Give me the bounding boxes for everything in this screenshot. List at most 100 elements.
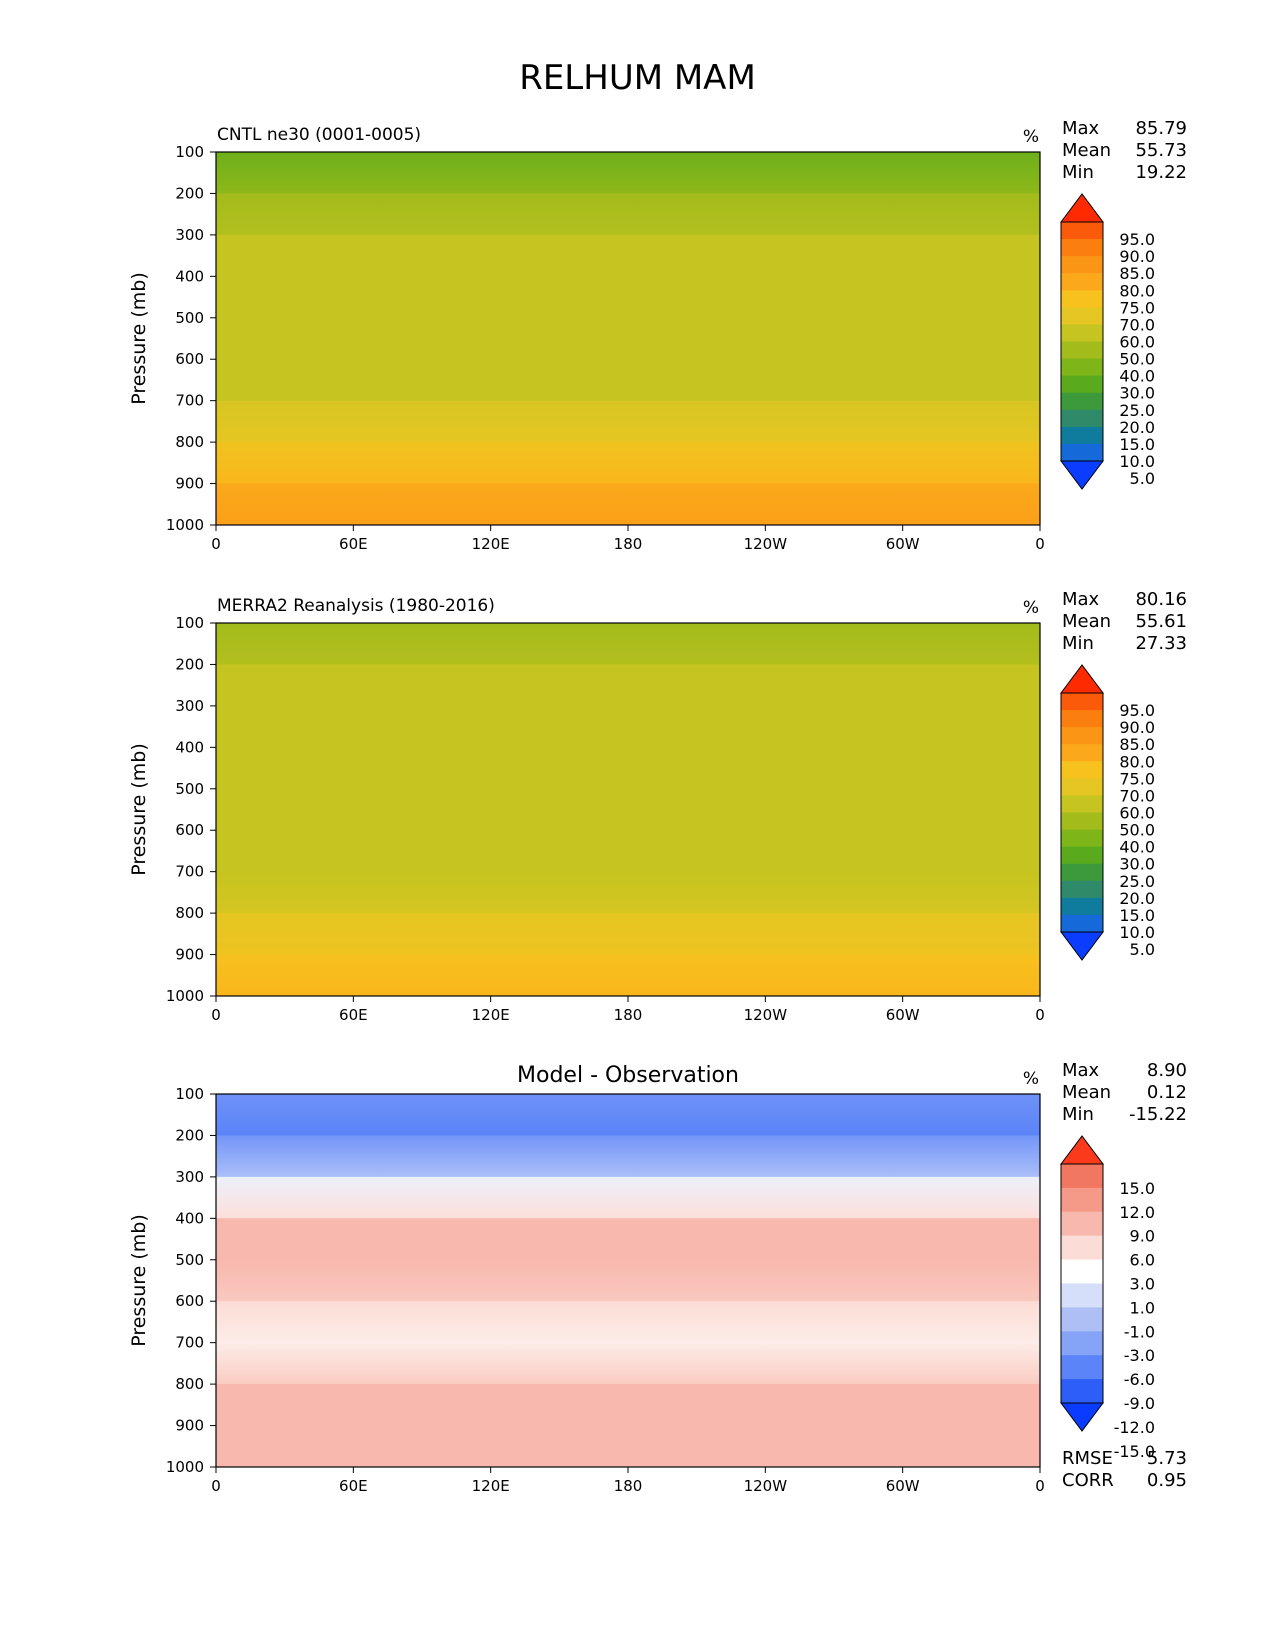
stat-label: Mean (1062, 140, 1111, 161)
colorbar-label: 15.0 (1119, 435, 1155, 454)
figure-title: RELHUM MAM (519, 58, 756, 98)
y-tick-label: 600 (175, 1292, 204, 1310)
colorbar-label: -15.0 (1114, 1442, 1155, 1461)
y-tick-label: 500 (175, 780, 204, 798)
contour-band (216, 483, 1040, 525)
contour-band (216, 1342, 1040, 1385)
stat-value: 27.33 (1135, 633, 1187, 654)
contour-band (216, 747, 1040, 789)
contour-band (216, 1176, 1040, 1219)
colorbar-extend-min (1060, 1402, 1104, 1432)
colorbar-swatch (1061, 443, 1103, 462)
colorbar-label: 85.0 (1119, 735, 1155, 754)
x-tick-label: 0 (1035, 1477, 1045, 1495)
colorbar-swatch (1061, 358, 1103, 377)
stat-value: 85.79 (1135, 118, 1187, 139)
y-tick-label: 1000 (166, 1458, 204, 1476)
colorbar-swatch (1061, 727, 1103, 745)
colorbar-label: 20.0 (1119, 418, 1155, 437)
colorbar-label: 15.0 (1119, 1179, 1155, 1198)
x-tick-label: 60W (886, 1006, 920, 1024)
contour-band (216, 1135, 1040, 1177)
colorbar-swatch (1061, 710, 1103, 728)
panel-difference: 100 200 300 400 500 600 700 800 900 1000 0 60E 120E 1… (128, 1060, 1187, 1495)
x-tick-label: 120W (744, 1477, 788, 1495)
colorbar-label: 60.0 (1119, 333, 1155, 352)
colorbar-swatch (1061, 1211, 1103, 1237)
colorbar-swatch (1061, 897, 1103, 916)
units-label: % (1023, 598, 1039, 618)
colorbar-label: 3.0 (1130, 1275, 1155, 1294)
colorbar-swatch (1061, 307, 1103, 325)
colorbar-swatch (1061, 1259, 1103, 1284)
y-tick-label: 1000 (166, 987, 204, 1005)
contour-band (216, 1259, 1040, 1302)
colorbar-swatch (1061, 1355, 1103, 1380)
colorbar-frame (1060, 692, 1104, 933)
colorbar-label: 30.0 (1119, 855, 1155, 874)
y-tick-label: 100 (175, 143, 204, 161)
y-tick-label: 200 (175, 655, 204, 673)
colorbar-label: 12.0 (1119, 1203, 1155, 1222)
colorbar-label: 95.0 (1119, 701, 1155, 720)
colorbar-swatch (1061, 290, 1103, 308)
contour-band (216, 193, 1040, 235)
contour-band (216, 1384, 1040, 1426)
y-axis-label: Pressure (mb) (128, 272, 150, 405)
contour-band (216, 705, 1040, 748)
colorbar-label: 6.0 (1130, 1251, 1155, 1270)
colorbar-extend-min (1060, 931, 1104, 961)
colorbar-label: 15.0 (1119, 906, 1155, 925)
colorbar-label: -1.0 (1124, 1322, 1155, 1341)
stat-value: 5.73 (1147, 1448, 1187, 1469)
contour-band (216, 234, 1040, 277)
contour-band (216, 317, 1040, 360)
colorbar-extend-max (1060, 193, 1104, 223)
colorbar-swatch (1061, 761, 1103, 779)
colorbar-extend-max (1060, 664, 1104, 694)
colorbar-label: 10.0 (1119, 452, 1155, 471)
colorbar-swatch (1061, 426, 1103, 445)
colorbar-label: 85.0 (1119, 264, 1155, 283)
x-tick-label: 60E (339, 535, 368, 553)
y-axis-label: Pressure (mb) (128, 743, 150, 876)
y-tick-label: 900 (175, 475, 204, 493)
y-tick-label: 700 (175, 392, 204, 410)
colorbar-label: 80.0 (1119, 752, 1155, 771)
units-label: % (1023, 127, 1039, 147)
colorbar-swatch (1061, 1331, 1103, 1356)
contour-band (216, 871, 1040, 914)
colorbar-swatch (1061, 744, 1103, 762)
y-tick-label: 800 (175, 433, 204, 451)
units-label: % (1023, 1069, 1039, 1089)
x-tick-label: 60E (339, 1477, 368, 1495)
colorbar-frame (1060, 221, 1104, 462)
stat-label: Max (1062, 1060, 1100, 1081)
colorbar-swatch (1061, 795, 1103, 813)
stat-label: Min (1062, 1104, 1094, 1125)
colorbar-label: 5.0 (1130, 469, 1155, 488)
contour-band (216, 788, 1040, 831)
contour-band (216, 1301, 1040, 1343)
colorbar-swatch (1061, 341, 1103, 360)
stat-value: 55.61 (1135, 611, 1187, 632)
stat-value: 80.16 (1135, 589, 1187, 610)
colorbar-label: 20.0 (1119, 889, 1155, 908)
colorbar-swatch (1061, 239, 1103, 257)
y-tick-label: 200 (175, 184, 204, 202)
panel-test: 100 200 300 400 500 600 700 800 900 1000 0 60E 120E 1… (128, 118, 1187, 553)
colorbar: 95.090.085.080.075.070.060.050.040.030.0… (1060, 664, 1155, 961)
stat-label: Mean (1062, 611, 1111, 632)
colorbar-swatch (1061, 1187, 1103, 1213)
x-tick-label: 0 (1035, 1006, 1045, 1024)
colorbar-label: -12.0 (1114, 1418, 1155, 1437)
x-tick-label: 120E (472, 535, 510, 553)
colorbar-label: -3.0 (1124, 1346, 1155, 1365)
colorbar-swatch (1061, 778, 1103, 796)
colorbar-label: 60.0 (1119, 804, 1155, 823)
x-tick-label: 120W (744, 535, 788, 553)
colorbar-label: 10.0 (1119, 923, 1155, 942)
y-tick-label: 300 (175, 697, 204, 715)
x-tick-label: 0 (211, 1477, 221, 1495)
